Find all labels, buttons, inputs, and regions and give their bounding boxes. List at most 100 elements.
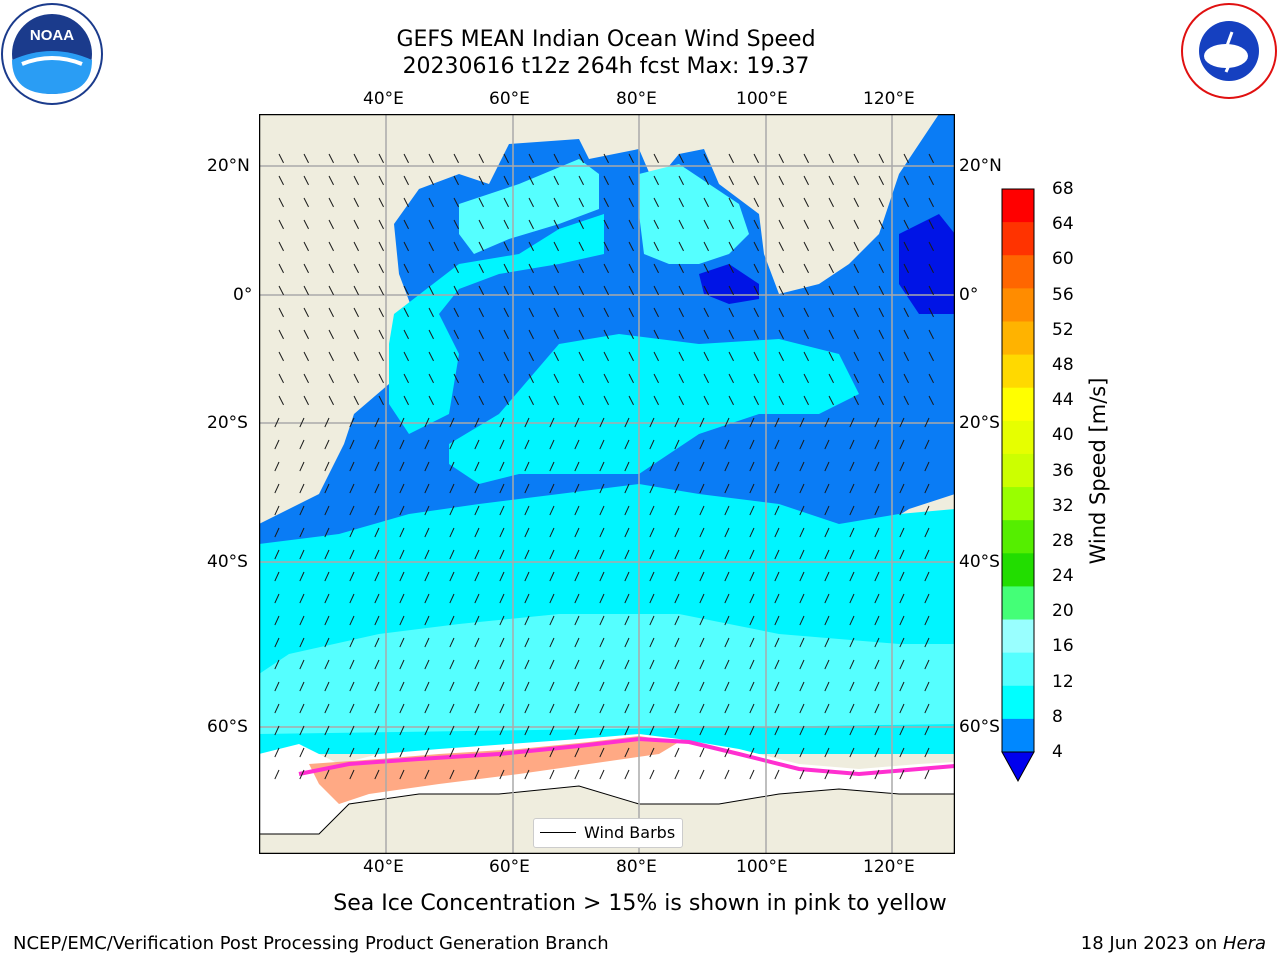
wind-barb xyxy=(499,747,505,758)
wind-barb xyxy=(349,571,355,582)
wind-barb xyxy=(928,351,934,362)
colorbar-tick-label: 52 xyxy=(1052,319,1074,340)
wind-barb xyxy=(524,593,530,604)
wind-barb xyxy=(678,263,684,274)
wind-barb xyxy=(624,725,630,736)
wind-barb xyxy=(299,483,305,494)
wind-barb xyxy=(878,241,884,252)
wind-barb xyxy=(878,219,884,230)
wind-barb xyxy=(678,351,684,362)
wind-barb xyxy=(453,197,459,208)
wind-barb xyxy=(724,439,730,450)
colorbar-segment xyxy=(1002,288,1034,322)
wind-barb xyxy=(903,175,909,186)
wind-barb xyxy=(899,549,905,560)
wind-barb xyxy=(753,153,759,164)
colorbar-segment xyxy=(1002,685,1034,720)
wind-barb xyxy=(724,417,730,428)
wind-barb xyxy=(274,637,280,648)
wind-barb xyxy=(324,659,330,670)
wind-barb xyxy=(528,153,534,164)
wind-barb xyxy=(303,329,309,340)
wind-barb xyxy=(399,461,405,472)
wind-barb xyxy=(903,263,909,274)
wind-barb xyxy=(324,439,330,450)
colorbar-tick-label: 20 xyxy=(1052,601,1074,622)
wind-barb xyxy=(803,329,809,340)
wind-barb xyxy=(274,769,280,780)
wind-barb xyxy=(278,285,284,296)
wind-barb xyxy=(303,307,309,318)
wind-barb xyxy=(274,417,280,428)
wind-barb xyxy=(899,439,905,450)
wind-barb xyxy=(774,637,780,648)
wind-barb xyxy=(674,527,680,538)
wind-barb xyxy=(653,175,659,186)
wind-barb xyxy=(374,417,380,428)
wind-barb xyxy=(749,461,755,472)
wind-barb xyxy=(903,197,909,208)
wind-barb xyxy=(649,703,655,714)
wind-barb xyxy=(324,725,330,736)
wind-barb xyxy=(324,483,330,494)
wind-barb xyxy=(649,417,655,428)
wind-barb xyxy=(928,373,934,384)
wind-barb xyxy=(549,615,555,626)
lat-label-right-20s: 20°S xyxy=(959,413,1000,433)
wind-barb xyxy=(399,439,405,450)
wind-barb xyxy=(378,373,384,384)
wind-barb xyxy=(603,263,609,274)
wind-barb xyxy=(274,439,280,450)
wind-barb xyxy=(328,153,334,164)
wind-barb xyxy=(528,263,534,274)
wind-barb xyxy=(924,703,930,714)
colorbar-tick-label: 8 xyxy=(1052,706,1063,727)
wind-barb xyxy=(878,395,884,406)
wind-barb xyxy=(353,285,359,296)
wind-barb xyxy=(699,681,705,692)
wind-barb xyxy=(874,461,880,472)
wind-barb xyxy=(753,241,759,252)
wind-barb xyxy=(374,725,380,736)
wind-barb xyxy=(403,329,409,340)
lat-label-right-0: 0° xyxy=(959,285,979,305)
wind-barb xyxy=(703,175,709,186)
wind-barb xyxy=(928,197,934,208)
wind-barb xyxy=(574,593,580,604)
wind-barb xyxy=(403,285,409,296)
wind-barb xyxy=(803,219,809,230)
sea-ice-concentration-band xyxy=(309,736,679,804)
wind-barb xyxy=(499,725,505,736)
wind-barb xyxy=(928,395,934,406)
wind-barb xyxy=(549,637,555,648)
wind-barb xyxy=(574,461,580,472)
map-title: GEFS MEAN Indian Ocean Wind Speed xyxy=(396,27,816,52)
wind-barb xyxy=(599,527,605,538)
wind-barb xyxy=(728,175,734,186)
wind-barb xyxy=(649,681,655,692)
wind-barb xyxy=(774,417,780,428)
wind-barb xyxy=(774,593,780,604)
wind-barb xyxy=(928,263,934,274)
wind-barb xyxy=(728,395,734,406)
wind-barb xyxy=(624,747,630,758)
colorbar-label: Wind Speed [m/s] xyxy=(1086,377,1110,565)
wind-barb xyxy=(628,329,634,340)
wind-barb xyxy=(549,769,555,780)
wind-barb xyxy=(578,373,584,384)
wind-barb xyxy=(849,505,855,516)
wind-barb xyxy=(549,439,555,450)
wind-barb xyxy=(403,241,409,252)
colorbar-tick-label: 4 xyxy=(1052,742,1063,762)
wind-barb xyxy=(728,307,734,318)
wind-barb xyxy=(278,307,284,318)
wind-barb xyxy=(703,263,709,274)
date-line: 18 Jun 2023 on Hera xyxy=(1081,933,1266,954)
wind-barb xyxy=(674,505,680,516)
wind-barb xyxy=(299,439,305,450)
wind-barb xyxy=(703,373,709,384)
wind-barb xyxy=(353,153,359,164)
lat-label-left-20s: 20°S xyxy=(207,413,248,433)
wind-barb xyxy=(699,703,705,714)
wind-barb xyxy=(599,461,605,472)
